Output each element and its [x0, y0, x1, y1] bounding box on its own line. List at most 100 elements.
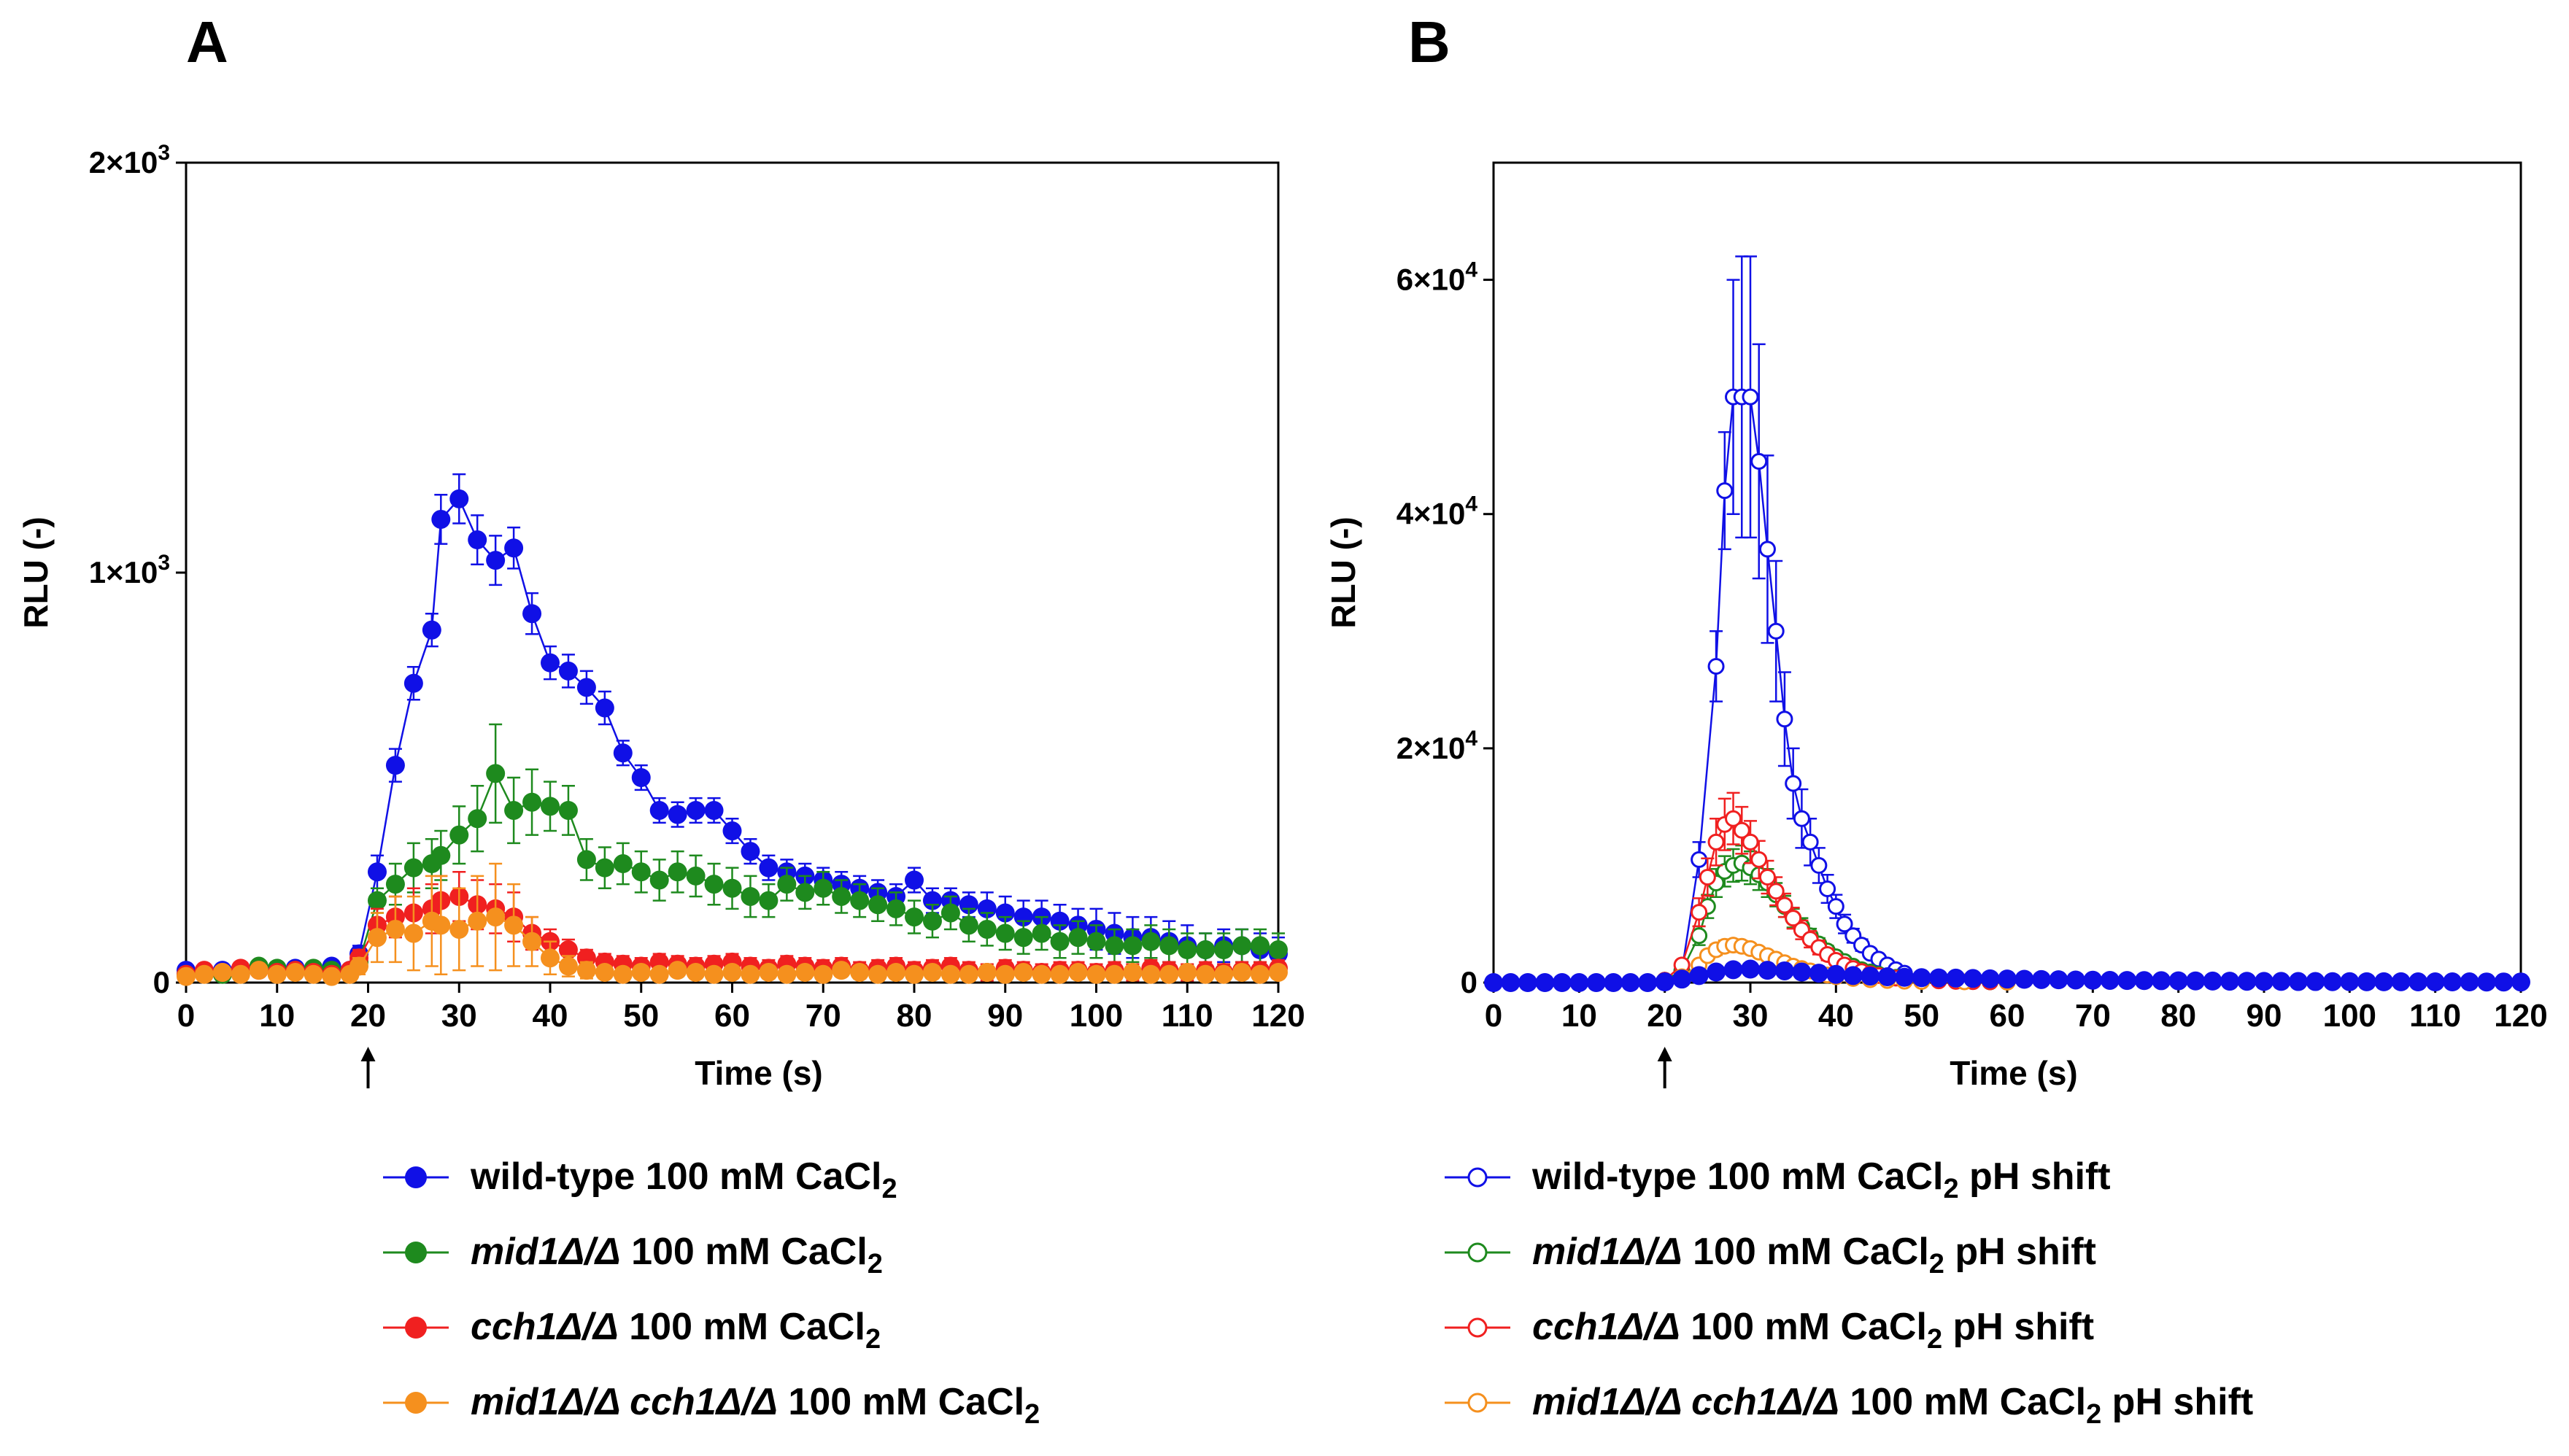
x-tick-label: 30: [441, 998, 477, 1034]
legend-label: wild-type 100 mM CaCl2 pH shift: [1531, 1155, 2111, 1204]
data-point: [977, 962, 997, 982]
x-tick-label: 100: [1070, 998, 1123, 1034]
data-point: [2186, 971, 2206, 991]
data-point: [1758, 541, 1776, 558]
data-point: [2203, 971, 2222, 991]
data-point: [868, 964, 888, 984]
data-point: [449, 919, 469, 939]
data-point: [2477, 972, 2497, 992]
plot-frame: [185, 161, 1280, 984]
y-axis-label: RLU (-): [17, 516, 55, 628]
data-point: [1707, 657, 1725, 675]
data-point: [722, 878, 742, 898]
legend-label: mid1Δ/Δ cch1Δ/Δ 100 mM CaCl2 pH shift: [1532, 1381, 2253, 1430]
data-point: [922, 911, 942, 931]
legend-marker: [405, 1392, 427, 1414]
x-tick-label: 120: [1251, 998, 1305, 1034]
x-tick-label: 110: [1162, 998, 1213, 1034]
data-point: [631, 768, 651, 787]
data-point: [1032, 923, 1051, 943]
data-point: [886, 962, 906, 982]
data-point: [613, 854, 633, 874]
data-point: [686, 962, 706, 982]
data-point: [2340, 972, 2360, 991]
data-point: [2408, 972, 2428, 992]
data-point: [649, 870, 669, 890]
x-tick-label: 10: [259, 998, 295, 1034]
data-point: [249, 961, 269, 980]
data-point: [1836, 915, 1853, 933]
data-point: [2494, 972, 2514, 992]
data-point: [940, 903, 960, 923]
data-point: [1758, 868, 1776, 886]
data-point: [741, 886, 760, 906]
data-point: [367, 928, 387, 948]
data-point: [468, 530, 487, 550]
data-point: [1980, 969, 2000, 988]
data-point: [1716, 482, 1734, 500]
data-point: [1998, 969, 2017, 989]
data-point: [2168, 971, 2188, 991]
data-point: [1251, 936, 1270, 956]
data-point: [1672, 969, 1692, 989]
data-point: [322, 967, 341, 986]
data-point: [940, 964, 960, 984]
data-point: [468, 911, 487, 931]
plot-frame: [1492, 161, 2522, 984]
data-point: [558, 940, 578, 960]
data-point: [959, 915, 978, 935]
legend-label: wild-type 100 mM CaCl2: [470, 1155, 897, 1204]
data-point: [1086, 932, 1106, 951]
data-point: [1767, 883, 1785, 900]
data-point: [1801, 833, 1819, 851]
legend-label: mid1Δ/Δ cch1Δ/Δ 100 mM CaCl2: [471, 1381, 1040, 1430]
data-point: [1963, 969, 1983, 988]
x-tick-label: 70: [2075, 998, 2111, 1034]
data-point: [403, 923, 423, 943]
data-point: [1013, 928, 1033, 948]
data-point: [668, 961, 687, 980]
x-tick-label: 100: [2323, 998, 2376, 1034]
data-point: [2031, 969, 2051, 989]
data-point: [504, 800, 524, 820]
data-point: [613, 743, 633, 763]
data-point: [1141, 964, 1161, 984]
legend-item: mid1Δ/Δ 100 mM CaCl2 pH shift: [1445, 1231, 2096, 1279]
panel-a: A 0 10 20 30 40 50 60 70 80 90 100 110 120 0 1×103 2×103…: [17, 9, 1305, 1092]
data-point: [1159, 964, 1179, 984]
y-tick-label: 1×103: [89, 551, 170, 589]
legend-item: cch1Δ/Δ 100 mM CaCl2 pH shift: [1445, 1306, 2094, 1355]
data-point: [1123, 936, 1143, 956]
data-point: [403, 858, 423, 878]
data-point: [2288, 972, 2308, 991]
x-tick-label: 60: [1990, 998, 2025, 1034]
data-point: [2014, 969, 2034, 989]
data-point: [1141, 932, 1161, 951]
data-point: [212, 962, 232, 982]
legend-marker: [405, 1166, 427, 1188]
data-point: [1086, 964, 1106, 984]
data-point: [795, 962, 815, 982]
data-point: [1707, 833, 1725, 851]
data-point: [486, 764, 506, 783]
data-point: [631, 962, 651, 982]
data-point: [777, 875, 797, 894]
data-point: [522, 932, 542, 951]
data-point: [541, 653, 560, 673]
data-point: [385, 756, 405, 775]
data-point: [1742, 833, 1759, 851]
data-point: [385, 875, 405, 894]
data-point: [1767, 622, 1785, 640]
data-point: [1699, 868, 1716, 886]
data-point: [1810, 856, 1828, 874]
legend-item: wild-type 100 mM CaCl2 pH shift: [1445, 1155, 2111, 1204]
data-point: [1742, 388, 1759, 406]
data-point: [686, 800, 706, 820]
data-point: [1843, 966, 1863, 985]
x-tick-label: 90: [2247, 998, 2282, 1034]
x-axis-label: Time (s): [1950, 1054, 2078, 1092]
legend-marker: [1467, 1167, 1488, 1188]
legend-marker: [1467, 1393, 1488, 1413]
data-point: [1518, 973, 1537, 992]
